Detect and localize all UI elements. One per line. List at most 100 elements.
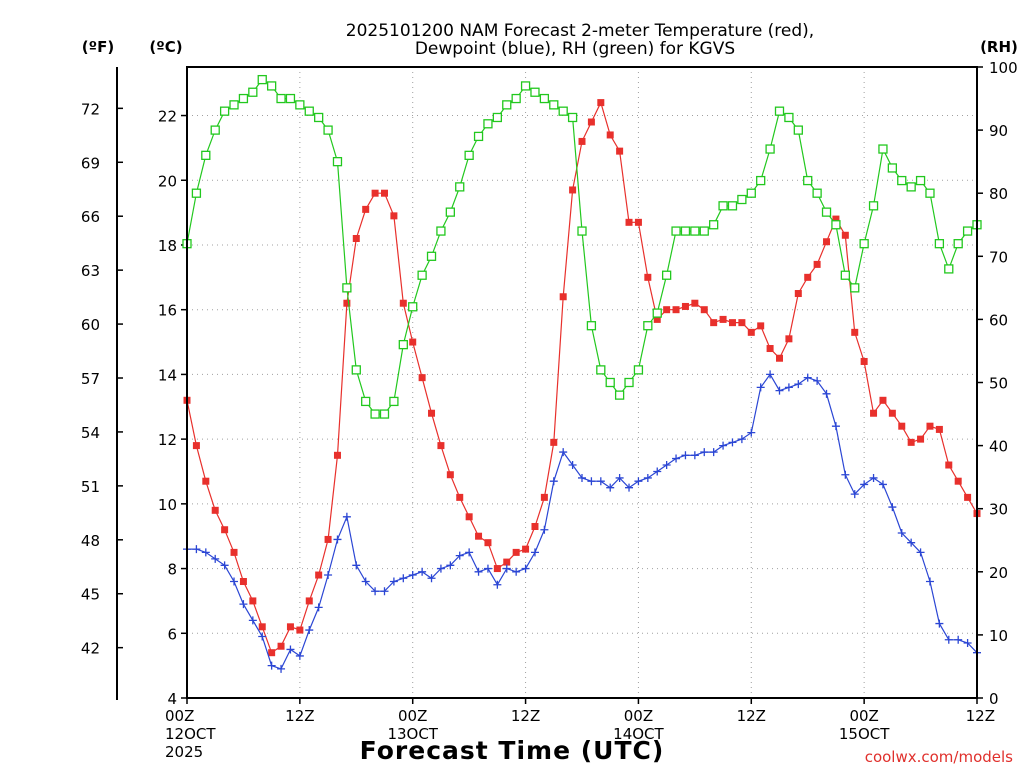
dewpoint-point [559, 448, 568, 457]
dewpoint-point [878, 480, 887, 489]
rh-unit-label: (RH) [980, 38, 1018, 56]
rh-point [878, 144, 888, 154]
rh-point [586, 321, 597, 331]
dewpoint-point [408, 571, 417, 580]
dewpoint-point [239, 600, 248, 609]
rh-point [285, 93, 296, 104]
rh-point [473, 131, 484, 142]
celsius-tick-label: 6 [167, 625, 177, 643]
rh-point [709, 220, 719, 230]
series-line [186, 100, 978, 654]
rh-point [511, 93, 521, 104]
temperature-point [324, 535, 332, 543]
time-tick-label: 12Z [285, 707, 314, 725]
rh-point [323, 125, 333, 135]
time-tick-label: 12OCT [165, 725, 216, 743]
temperature-point [888, 409, 896, 417]
rh-point [201, 150, 211, 160]
temperature-point [747, 328, 755, 336]
celsius-tick-label: 18 [158, 237, 177, 255]
rh-point [831, 220, 841, 230]
rh-point [887, 163, 898, 173]
dewpoint-point [474, 567, 483, 576]
temperature-point [315, 571, 323, 579]
fahrenheit-tick-label: 42 [81, 640, 100, 658]
rh-point [915, 175, 926, 186]
time-tick-label: 15OCT [839, 725, 890, 743]
temperature-point [503, 558, 511, 566]
dewpoint-point [371, 587, 380, 596]
fahrenheit-tick-label: 72 [81, 100, 100, 118]
rh-point [784, 112, 794, 123]
fahrenheit-tick-label: 69 [81, 154, 100, 172]
rh-tick-label: 90 [989, 122, 1008, 140]
dewpoint-point [258, 632, 267, 641]
fahrenheit-tick-label: 57 [81, 370, 100, 388]
temperature-point [239, 578, 247, 586]
dewpoint-point [869, 473, 878, 482]
rh-point [295, 100, 305, 110]
dewpoint-point [907, 538, 916, 547]
rh-point [934, 239, 945, 249]
temperature-point [954, 477, 962, 485]
temperature-point [606, 131, 614, 139]
dewpoint-point [361, 577, 370, 586]
temperature-point [578, 137, 586, 145]
rh-point [614, 390, 625, 400]
temperature-point [841, 231, 849, 239]
rh-point [727, 201, 738, 211]
dewpoint-point [578, 473, 586, 482]
dewpoint-point [813, 376, 822, 385]
rh-point [962, 226, 973, 236]
rh-point [633, 365, 644, 375]
rh-point [492, 112, 503, 123]
dewpoint-point [446, 561, 455, 570]
celsius-tick-label: 4 [167, 690, 177, 708]
dewpoint-point [841, 470, 850, 479]
plot-frame [186, 66, 978, 699]
celsius-unit-label: (ºC) [149, 38, 182, 56]
rh-tick-label: 40 [989, 438, 1008, 456]
dewpoint-point [963, 638, 972, 647]
temperature-point [540, 493, 548, 501]
temperature-point [813, 260, 821, 268]
temperature-point [531, 522, 539, 530]
rh-point [445, 207, 455, 217]
dewpoint-point [587, 477, 596, 486]
temperature-point [653, 315, 661, 323]
rh-point [699, 226, 709, 236]
dewpoint-point [521, 564, 530, 573]
dewpoint-point [709, 448, 718, 457]
rh-point [774, 106, 785, 116]
dewpoint-point [850, 490, 859, 499]
temperature-point [898, 422, 906, 430]
temperature-point [230, 548, 238, 556]
temperature-point [935, 425, 943, 433]
temperature-point [522, 545, 530, 553]
dewpoint-point [493, 580, 502, 589]
dewpoint-point [399, 574, 408, 583]
rh-point [605, 377, 615, 388]
rh-point [304, 106, 314, 116]
rh-point [408, 302, 418, 312]
rh-point [314, 112, 324, 123]
gridlines [187, 67, 977, 699]
temperature-point [870, 409, 878, 417]
celsius-tick-label: 14 [158, 366, 177, 384]
dewpoint-point [634, 477, 643, 486]
rh-point [821, 207, 832, 217]
temperature-point [785, 335, 793, 343]
rh-point [276, 93, 286, 104]
rh-point [944, 264, 954, 274]
dewpoint-point [944, 635, 953, 644]
temperature-point [823, 238, 831, 246]
rh-point [436, 226, 446, 236]
dewpoint-point [436, 564, 445, 573]
rh-point [389, 396, 399, 407]
dewpoint-point [606, 483, 615, 492]
credit-text: coolwx.com/models [865, 748, 1013, 766]
rh-point [859, 239, 869, 249]
temperature-point [625, 218, 633, 226]
temperature-point [926, 422, 934, 430]
